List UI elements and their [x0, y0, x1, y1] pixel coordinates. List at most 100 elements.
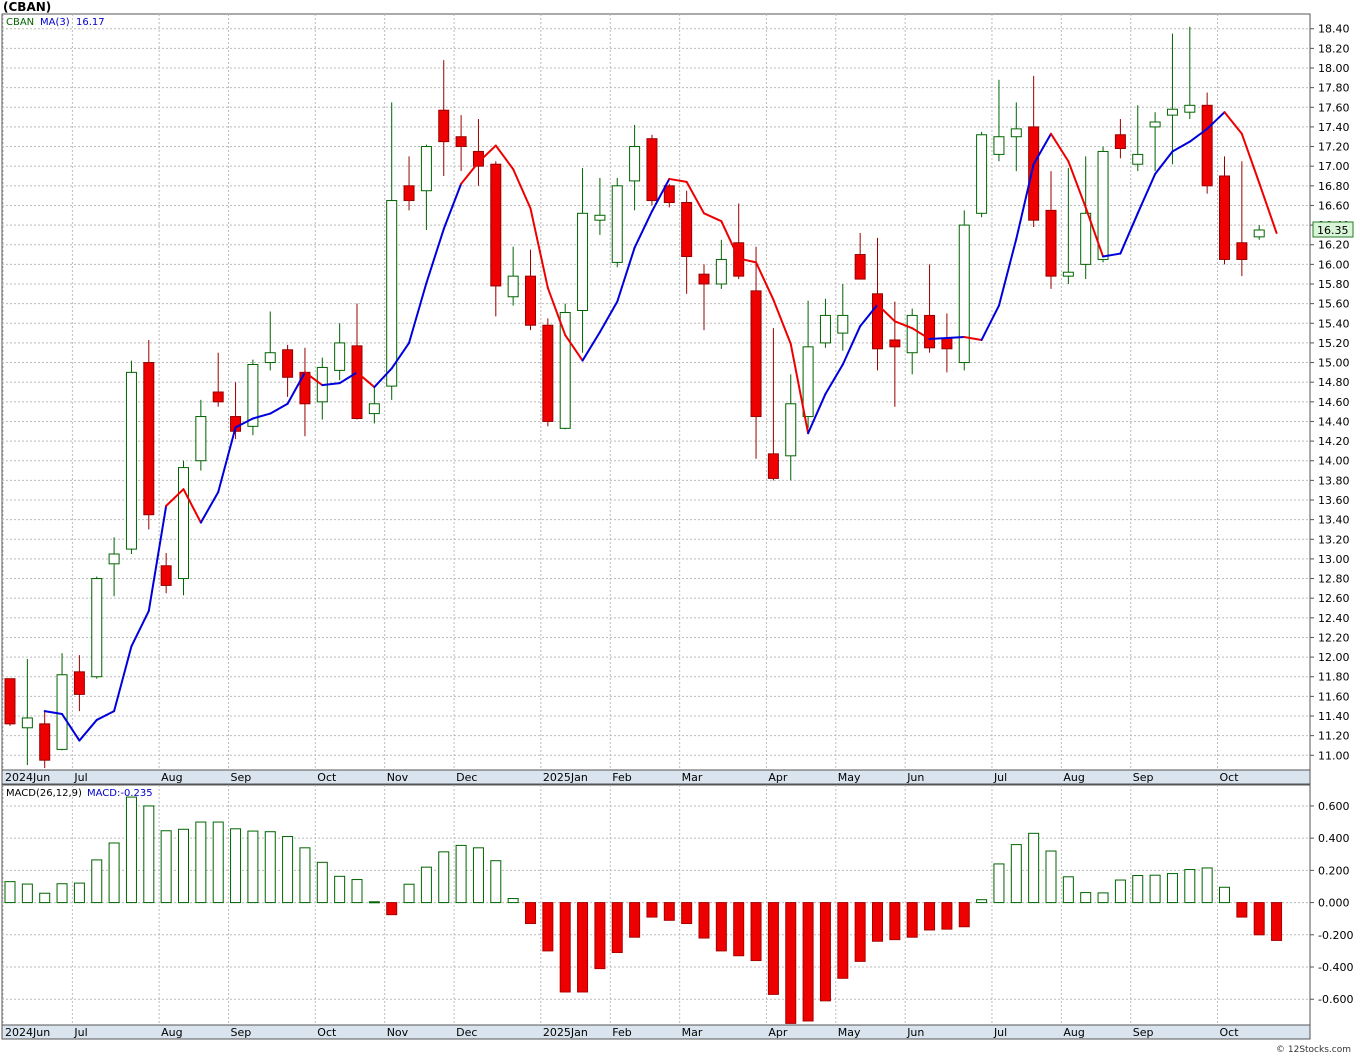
ma3-segment: [165, 488, 185, 507]
candle-down: [767, 328, 779, 481]
macd-bar-negative: [525, 902, 536, 925]
macd-tick-label: 0.400: [1318, 832, 1350, 845]
ma3-segment: [61, 713, 81, 742]
ma3-segment: [859, 303, 879, 328]
candle-body: [577, 212, 589, 312]
macd-bar-negative: [767, 902, 779, 995]
candle-down: [143, 339, 155, 530]
candle-up: [837, 284, 849, 351]
ma3-segment: [477, 144, 497, 164]
candle-up: [108, 537, 120, 597]
macd-bar-positive: [56, 883, 68, 904]
ma3-segment: [1240, 132, 1261, 184]
price-tick-label: 16.60: [1318, 199, 1350, 212]
macd-bar-negative: [386, 902, 398, 916]
macd-y-axis: 0.600 0.400 0.200 0.000 -0.200 -0.400 -0.600: [1310, 800, 1353, 1006]
macd-bar-negative: [802, 902, 814, 1022]
price-tick-label: 11.40: [1318, 710, 1350, 723]
ma3-segment: [1015, 163, 1035, 240]
price-tick-label: 11.60: [1318, 690, 1350, 703]
candle-body: [1184, 104, 1196, 113]
macd-tick-label: -0.400: [1318, 961, 1353, 974]
macd-bar-positive: [334, 875, 346, 904]
macd-x-tick-label: Mar: [682, 1026, 703, 1039]
candle-body: [646, 138, 658, 202]
macd-tick-label: 0.000: [1318, 897, 1350, 910]
ma3-segment: [1102, 252, 1122, 258]
macd-bar-positive: [1184, 869, 1196, 904]
ma3-segment: [303, 371, 324, 387]
macd-bar-negative: [611, 902, 623, 954]
ma3-segment: [581, 331, 601, 362]
macd-bar-positive: [351, 879, 363, 904]
ma3-segment: [650, 177, 671, 213]
candle-down: [646, 134, 658, 206]
price-tick-label: 15.00: [1318, 357, 1350, 370]
ma3-segment: [789, 342, 810, 435]
candle-up: [125, 360, 137, 554]
ma3-segment: [390, 341, 411, 370]
candle-down: [160, 553, 172, 594]
candle-body: [993, 136, 1005, 155]
ma3-line: [43, 111, 1278, 742]
candle-body: [542, 324, 554, 422]
ma3-segment: [703, 212, 723, 223]
legend-symbol: CBAN: [6, 17, 34, 28]
candle-body: [368, 403, 380, 415]
macd-x-tick-label: Sep: [1133, 1026, 1154, 1039]
price-tick-label: 11.80: [1318, 671, 1350, 684]
candle-body: [837, 314, 849, 334]
candle-body: [924, 314, 936, 349]
ma3-segment: [460, 161, 480, 185]
candle-up: [976, 131, 988, 218]
price-tick-label: 14.00: [1318, 455, 1350, 468]
candle-body: [698, 273, 710, 285]
ma3-segment: [546, 286, 567, 337]
candle-body: [178, 467, 189, 580]
price-tick-label: 14.40: [1318, 415, 1350, 428]
macd-x-tick-label: 2025Jan: [543, 1026, 588, 1039]
macd-bar-positive: [1080, 892, 1092, 904]
macd-x-axis: 2024Jun Jul Aug Sep Oct Nov Dec 2025Jan Feb Mar Ap…: [5, 1026, 1239, 1039]
macd-tick-label: 0.200: [1318, 864, 1350, 877]
ma3-segment: [1223, 111, 1243, 135]
candle-up: [334, 323, 346, 381]
candle-body: [1062, 271, 1074, 277]
price-x-tick-label: May: [838, 771, 861, 784]
candle-down: [212, 352, 224, 407]
candle-up: [715, 239, 727, 289]
candle-body: [1219, 175, 1230, 260]
macd-bar-positive: [1132, 875, 1144, 904]
candle-body: [420, 146, 432, 192]
candle-down: [403, 156, 415, 211]
macd-bar-negative: [715, 902, 727, 952]
candle-body: [889, 339, 901, 348]
ma3-segment: [442, 182, 463, 231]
macd-bar-negative: [629, 902, 641, 938]
candle-up: [577, 168, 589, 353]
price-tick-label: 17.40: [1318, 121, 1350, 134]
candle-body: [767, 453, 779, 479]
legend-ma: MA(3): [40, 17, 70, 28]
chart-title: (CBAN): [3, 0, 51, 14]
macd-bar-positive: [1114, 879, 1126, 904]
candle-body: [1097, 150, 1109, 260]
candle-down: [542, 318, 554, 427]
candle-up: [178, 460, 189, 596]
candle-up: [993, 79, 1005, 162]
candlestick-series: [4, 26, 1265, 769]
ma3-segment: [113, 645, 133, 713]
candle-down: [1201, 92, 1213, 194]
candle-body: [334, 342, 346, 371]
candle-down: [4, 678, 16, 726]
ma3-segment: [1119, 212, 1139, 255]
candle-body: [282, 349, 294, 378]
candle-body: [195, 416, 207, 462]
price-x-tick-label: Jun: [906, 771, 924, 784]
ma3-segment: [945, 336, 966, 339]
candle-down: [282, 344, 294, 397]
ma3-segment: [373, 367, 393, 389]
price-tick-label: 17.60: [1318, 101, 1350, 114]
macd-bar-positive: [1062, 876, 1074, 904]
